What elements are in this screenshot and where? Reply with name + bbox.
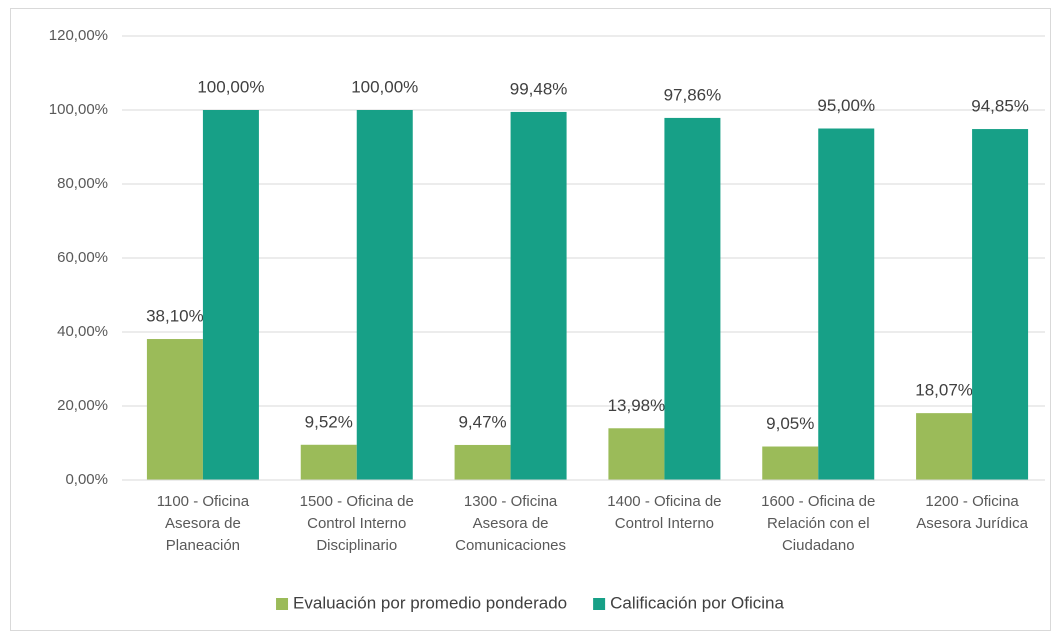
legend-swatch xyxy=(593,598,606,610)
x-tick-line: 1400 - Oficina de xyxy=(607,493,721,510)
data-label: 95,00% xyxy=(817,96,875,115)
x-tick-line: 1600 - Oficina de xyxy=(761,493,875,510)
data-label: 100,00% xyxy=(197,77,264,96)
x-tick-line: Relación con el xyxy=(767,515,870,532)
data-label: 9,05% xyxy=(766,414,814,433)
x-tick-line: 1500 - Oficina de xyxy=(300,493,414,510)
y-tick-label: 120,00% xyxy=(49,27,108,44)
bar xyxy=(202,110,259,480)
x-tick-label: 1500 - Oficina de Control Interno Discipli… xyxy=(300,493,414,554)
x-tick-label: 1100 - Oficina Asesora de Planeación xyxy=(157,493,250,554)
x-tick-line: Planeación xyxy=(166,537,240,554)
bar xyxy=(664,117,721,480)
x-tick-line: Ciudadano xyxy=(782,537,855,554)
y-tick-label: 80,00% xyxy=(57,175,108,192)
bar xyxy=(972,129,1029,480)
y-tick-label: 100,00% xyxy=(49,101,108,118)
x-tick-line: Control Interno xyxy=(307,515,406,532)
legend-swatch xyxy=(276,598,289,610)
bar xyxy=(356,110,413,480)
data-label: 94,85% xyxy=(971,97,1029,116)
data-label: 97,86% xyxy=(664,85,722,104)
x-tick-line: Disciplinario xyxy=(316,537,397,554)
x-tick-label: 1300 - Oficina Asesora de Comunicaciones xyxy=(455,493,566,554)
x-tick-line: Control Interno xyxy=(615,515,714,532)
y-tick-label: 60,00% xyxy=(57,249,108,266)
bar xyxy=(916,413,973,480)
y-tick-label: 20,00% xyxy=(57,397,108,414)
x-tick-label: 1400 - Oficina de Control Interno xyxy=(607,493,721,532)
data-label: 18,07% xyxy=(915,381,973,400)
bar xyxy=(146,339,203,480)
data-label: 99,48% xyxy=(510,79,568,98)
data-label: 13,98% xyxy=(608,396,666,415)
y-tick-label: 40,00% xyxy=(57,323,108,340)
x-tick-line: 1200 - Oficina xyxy=(925,493,1019,510)
bar xyxy=(608,428,665,480)
bar xyxy=(762,446,819,480)
legend-label: Evaluación por promedio ponderado xyxy=(293,593,567,612)
x-tick-label: 1200 - Oficina Asesora Jurídica xyxy=(916,493,1028,532)
x-tick-line: 1100 - Oficina xyxy=(157,493,250,510)
y-tick-label: 0,00% xyxy=(65,471,108,488)
bar xyxy=(454,444,511,480)
x-tick-line: Comunicaciones xyxy=(455,537,566,554)
x-tick-line: Asesora de xyxy=(165,515,241,532)
legend: Evaluación por promedio ponderado Calific… xyxy=(276,593,785,612)
x-tick-line: Asesora de xyxy=(473,515,549,532)
legend-label: Calificación por Oficina xyxy=(610,593,784,612)
x-tick-line: Asesora Jurídica xyxy=(916,515,1028,532)
bar xyxy=(510,111,567,480)
data-label: 100,00% xyxy=(351,77,418,96)
data-label: 9,47% xyxy=(458,412,506,431)
bar xyxy=(818,128,875,480)
data-label: 38,10% xyxy=(146,307,204,326)
data-label: 9,52% xyxy=(305,412,353,431)
x-tick-line: 1300 - Oficina xyxy=(464,493,558,510)
bar xyxy=(300,444,357,480)
x-tick-label: 1600 - Oficina de Relación con el Ciudadan… xyxy=(761,493,875,554)
